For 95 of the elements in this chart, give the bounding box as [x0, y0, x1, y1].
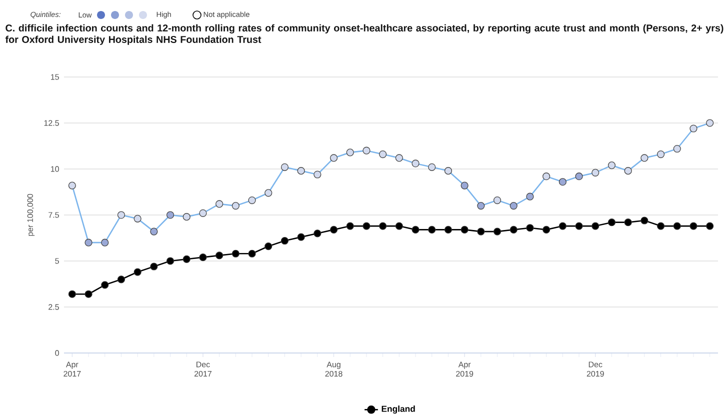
point [297, 233, 305, 241]
point [673, 222, 681, 230]
point [428, 226, 436, 234]
point [182, 255, 190, 263]
point [493, 228, 502, 236]
point [640, 216, 648, 224]
point [673, 144, 681, 152]
point [526, 192, 534, 200]
point [232, 250, 240, 258]
point [379, 150, 387, 158]
point [68, 182, 76, 190]
point [460, 226, 468, 234]
point [412, 226, 420, 234]
legend-label: England [382, 405, 415, 414]
point [624, 218, 632, 226]
point [84, 290, 92, 298]
point [362, 146, 370, 154]
point [558, 178, 566, 186]
point [640, 154, 648, 162]
point [280, 163, 289, 171]
point [575, 172, 583, 180]
point [134, 268, 142, 276]
point [656, 150, 665, 158]
point [248, 196, 256, 204]
point [199, 253, 207, 262]
point [526, 224, 534, 232]
point [232, 202, 240, 210]
point [346, 222, 354, 230]
y-axis-title: per 100,000 [27, 194, 35, 236]
point [362, 222, 370, 230]
point [624, 166, 632, 175]
point [330, 154, 338, 162]
point [575, 222, 583, 230]
point [706, 119, 714, 127]
point [117, 211, 126, 219]
point [477, 202, 485, 210]
point [493, 196, 502, 204]
point [117, 276, 126, 284]
point [101, 281, 109, 289]
point [412, 160, 420, 168]
point [150, 228, 158, 236]
point [314, 230, 322, 238]
point [592, 222, 600, 230]
point [460, 182, 468, 190]
point [379, 222, 387, 230]
point [134, 214, 142, 222]
point [166, 211, 174, 219]
point [510, 226, 518, 234]
point [101, 238, 109, 246]
point [166, 257, 174, 265]
y-tick-label: 15 [51, 74, 59, 80]
point [656, 222, 665, 230]
point [592, 168, 600, 176]
x-tick-label: Apr 2017 [64, 362, 81, 377]
y-tick-label: 5 [55, 258, 59, 264]
y-tick-label: 12.5 [44, 120, 59, 126]
point [182, 212, 190, 221]
point [264, 189, 272, 197]
point [428, 163, 436, 171]
point [216, 252, 224, 260]
x-tick-label: Dec 2017 [194, 362, 212, 377]
point [297, 166, 305, 175]
x-tick-label: Dec 2019 [586, 362, 604, 377]
point [542, 226, 550, 234]
x-tick-label: Apr 2019 [456, 362, 474, 377]
point [248, 250, 256, 258]
point [264, 242, 272, 250]
y-tick-label: 10 [51, 166, 59, 172]
point [346, 148, 354, 156]
point [395, 222, 403, 230]
point [84, 238, 92, 246]
point [330, 226, 338, 234]
point [280, 236, 289, 244]
y-tick-label: 7.5 [48, 212, 59, 218]
point [314, 170, 322, 178]
point [690, 222, 698, 230]
point [558, 222, 566, 230]
point [690, 124, 698, 132]
y-tick-label: 2.5 [48, 304, 59, 310]
point [444, 166, 452, 175]
point [444, 226, 452, 234]
point [68, 290, 76, 298]
point [608, 161, 616, 170]
chart-title: C. difficile infection counts and 12-month rolling rates of community onset-healthcare associated, by reporting acute trust and month (Persons, 2+ yrs) for Oxford University Hospitals NHS Foundation Trust [5, 24, 724, 45]
point [608, 218, 616, 226]
x-tick-label: Aug 2018 [325, 362, 342, 377]
point [477, 228, 485, 236]
point [150, 262, 158, 270]
point [199, 209, 207, 217]
y-tick-label: 0 [55, 350, 59, 356]
point [542, 172, 550, 180]
point [706, 222, 714, 230]
point [395, 154, 403, 162]
point [510, 202, 518, 210]
point [216, 200, 224, 208]
